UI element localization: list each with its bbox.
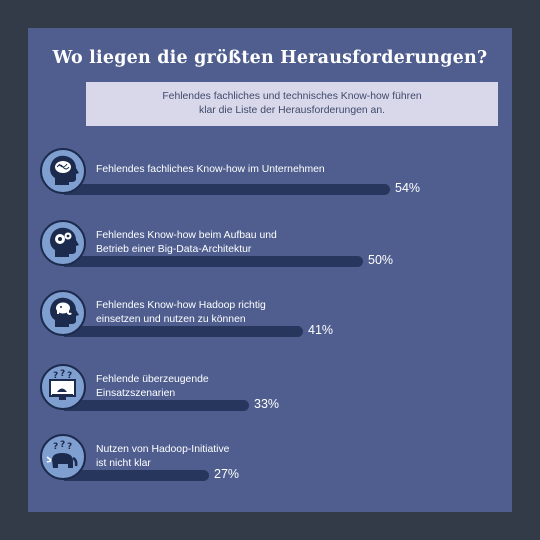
svg-text:?: ? — [60, 369, 65, 379]
monitor-question-icon: ? ? ? — [40, 364, 86, 410]
svg-text:?: ? — [67, 371, 72, 381]
category-label-line: Fehlende überzeugende — [96, 374, 209, 385]
subtitle-line-2: klar die Liste der Herausforderungen an. — [199, 105, 385, 116]
head-gears-icon — [40, 220, 86, 266]
svg-text:?: ? — [53, 442, 58, 452]
head-elephant-icon — [40, 290, 86, 336]
bar-row: Fehlendes fachliches Know-how im Unterne… — [28, 148, 512, 208]
value-label: 50% — [368, 253, 394, 267]
infographic-panel: Wo liegen die größten Herausforderungen?… — [28, 28, 512, 512]
value-label: 33% — [254, 397, 280, 411]
elephant-question-icon: ? ? ? — [40, 434, 86, 480]
chart-title: Wo liegen die größten Herausforderungen? — [52, 48, 488, 68]
bar — [64, 326, 303, 337]
value-label: 41% — [308, 323, 334, 337]
bar-row: ? ? ? Nutzen von Hadoop-Initiative ist ni… — [28, 434, 512, 494]
category-label-line: Fehlendes Know-how Hadoop richtig — [96, 300, 266, 311]
value-label: 54% — [395, 181, 421, 195]
subtitle-box: Fehlendes fachliches und technisches Kno… — [86, 82, 498, 126]
bar — [64, 400, 249, 411]
category-label-line: Einsatzszenarien — [96, 387, 176, 399]
category-label-line: einsetzen und nutzen zu können — [96, 313, 246, 325]
category-label-line: Fehlendes fachliches Know-how im Unterne… — [96, 164, 325, 175]
bar — [64, 470, 209, 481]
svg-text:?: ? — [60, 440, 65, 450]
category-label-line: ist nicht klar — [96, 457, 151, 469]
svg-text:?: ? — [67, 442, 72, 452]
bar — [64, 184, 390, 195]
subtitle-line-1: Fehlendes fachliches und technisches Kno… — [162, 91, 422, 102]
category-label: Fehlende überzeugende Einsatzszenarien — [96, 373, 209, 400]
category-label: Nutzen von Hadoop-Initiative ist nicht kl… — [96, 443, 229, 470]
category-label-line: Betrieb einer Big-Data-Architektur — [96, 243, 252, 255]
bar-row: Fehlendes Know-how beim Aufbau und Betrie… — [28, 220, 512, 280]
category-label: Fehlendes Know-how beim Aufbau und Betrie… — [96, 229, 277, 256]
value-label: 27% — [214, 467, 240, 481]
category-label: Fehlendes fachliches Know-how im Unterne… — [96, 163, 325, 177]
head-brain-icon — [40, 148, 86, 194]
svg-text:?: ? — [53, 371, 58, 381]
category-label-line: Nutzen von Hadoop-Initiative — [96, 444, 230, 455]
bar-row: ? ? ? Fehlende überzeugende Einsatzszenar… — [28, 364, 512, 424]
bar — [64, 256, 363, 267]
category-label: Fehlendes Know-how Hadoop richtig einsetz… — [96, 299, 266, 326]
bar-row: Fehlendes Know-how Hadoop richtig einsetz… — [28, 290, 512, 350]
category-label-line: Fehlendes Know-how beim Aufbau und — [96, 230, 277, 241]
